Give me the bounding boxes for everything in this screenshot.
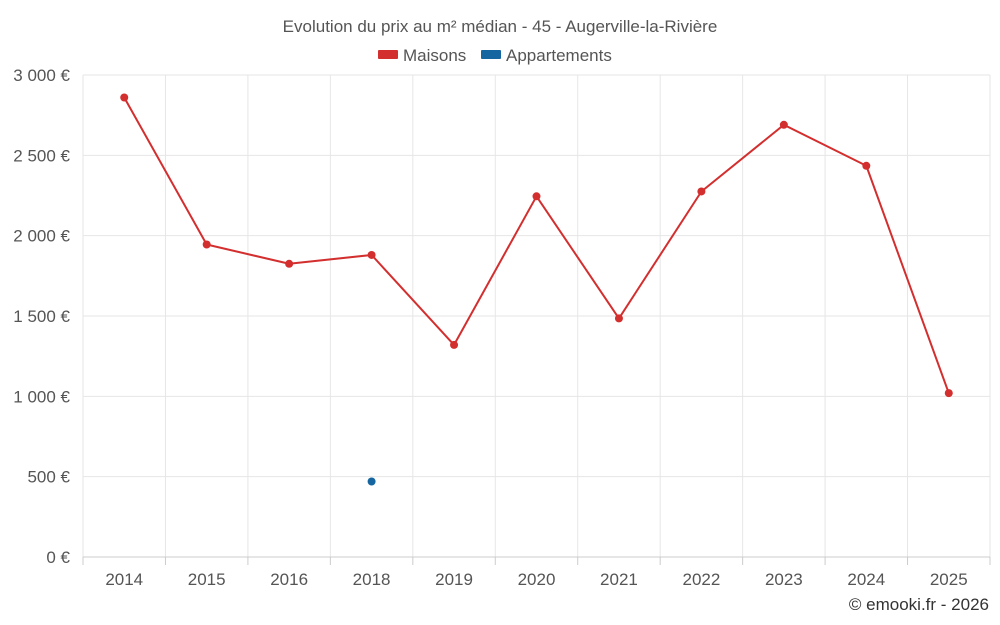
x-tick-label: 2014 (105, 570, 143, 589)
legend: Maisons Appartements (378, 46, 612, 65)
y-axis: 0 € 500 € 1 000 € 1 500 € 2 000 € 2 500 € 3 00… (13, 66, 70, 567)
data-point-appartements[interactable] (367, 477, 376, 486)
data-point-maisons[interactable] (285, 259, 294, 268)
x-tick-label: 2018 (353, 570, 391, 589)
x-tick-label: 2020 (518, 570, 556, 589)
y-tick-label: 3 000 € (13, 66, 70, 85)
y-tick-label: 2 500 € (13, 146, 70, 165)
plot-area (120, 93, 953, 486)
data-point-maisons[interactable] (367, 250, 376, 259)
data-point-maisons[interactable] (202, 240, 211, 249)
y-tick-label: 0 € (46, 548, 70, 567)
x-tick-label: 2019 (435, 570, 473, 589)
x-tick-label: 2016 (270, 570, 308, 589)
x-tick-label: 2023 (765, 570, 803, 589)
grid (82, 74, 991, 557)
y-tick-label: 1 500 € (13, 307, 70, 326)
x-tick-label: 2021 (600, 570, 638, 589)
legend-label-maisons: Maisons (403, 46, 466, 65)
data-point-maisons[interactable] (944, 389, 953, 398)
y-tick-label: 1 000 € (13, 387, 70, 406)
legend-swatch-appartements (481, 50, 501, 59)
legend-swatch-maisons (378, 50, 398, 59)
data-point-maisons[interactable] (779, 120, 788, 129)
x-axis: 2014 2015 2016 2018 2019 2020 2021 2022 2023 2024… (82, 556, 991, 589)
y-tick-label: 500 € (27, 468, 70, 487)
data-point-maisons[interactable] (862, 161, 871, 170)
data-point-maisons[interactable] (120, 93, 129, 102)
x-tick-label: 2022 (682, 570, 720, 589)
y-tick-label: 2 000 € (13, 227, 70, 246)
legend-label-appartements: Appartements (506, 46, 612, 65)
x-tick-label: 2024 (847, 570, 885, 589)
chart-title: Evolution du prix au m² médian - 45 - Au… (283, 17, 718, 36)
x-tick-label: 2025 (930, 570, 968, 589)
credit-text: © emooki.fr - 2026 (849, 595, 989, 614)
legend-item-appartements[interactable]: Appartements (481, 46, 612, 65)
data-point-maisons[interactable] (450, 340, 459, 349)
data-point-maisons[interactable] (614, 314, 623, 323)
legend-item-maisons[interactable]: Maisons (378, 46, 466, 65)
data-point-maisons[interactable] (532, 192, 541, 201)
x-tick-label: 2015 (188, 570, 226, 589)
data-point-maisons[interactable] (697, 187, 706, 196)
